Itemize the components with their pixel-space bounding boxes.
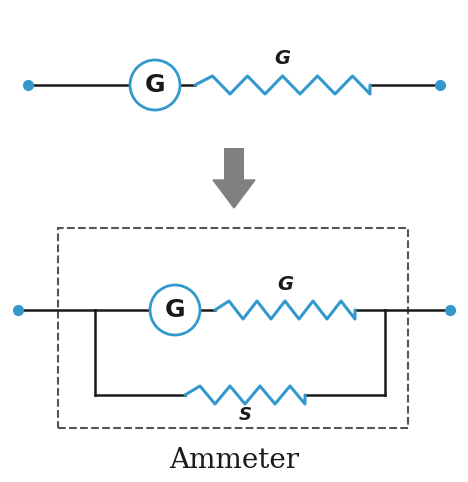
Text: G: G [145,73,165,97]
Bar [224,148,244,180]
Text: G: G [274,49,290,67]
Circle shape [150,285,200,335]
Text: G: G [277,276,293,295]
Bar [58,228,408,428]
Text: G: G [165,298,185,322]
Circle shape [130,60,180,110]
Text: Ammeter: Ammeter [169,446,299,473]
Text: S: S [239,406,251,424]
Polygon shape [213,180,255,208]
